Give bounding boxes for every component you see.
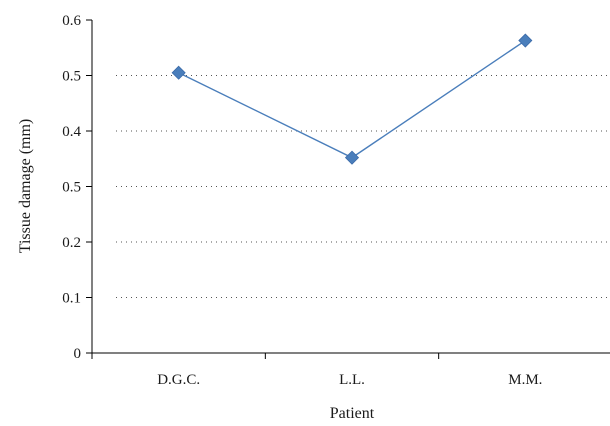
series-line [178,39,526,159]
y-axis-title: Tissue damage (mm) [17,119,34,254]
y-tick-label: 0.5 [62,69,81,85]
x-tick-label: M.M. [508,372,542,388]
y-tick-label: 0 [74,346,82,362]
y-tick-label: 0.5 [62,180,81,196]
x-tick-label: D.G.C. [157,372,200,388]
y-axis-ticks: 0 0.1 0.2 0.5 0.4 0.5 0.6 [62,13,92,362]
y-tick-label: 0.1 [62,291,81,307]
grid-lines [116,75,610,298]
data-point-diamond [171,65,186,80]
x-tick-label: L.L. [339,372,365,388]
x-axis-ticks: D.G.C. L.L. M.M. [91,353,542,388]
x-axis-title: Patient [330,405,375,422]
data-point-diamond [518,33,533,48]
y-tick-label: 0.4 [62,124,81,140]
y-tick-label: 0.6 [62,13,81,29]
series-group [171,33,533,165]
y-tick-label: 0.2 [62,235,81,251]
data-point-diamond [344,150,360,165]
